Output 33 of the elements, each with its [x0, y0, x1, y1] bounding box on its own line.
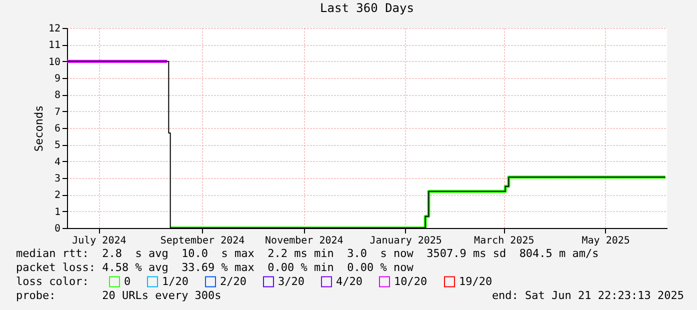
legend-title: loss color: — [16, 275, 89, 288]
y-tick-label: 10 — [48, 56, 60, 68]
x-tick-label: September 2024 — [160, 236, 245, 246]
x-tick-label: March 2025 — [474, 236, 534, 246]
y-axis-title: Seconds — [32, 105, 46, 152]
legend-label: 3/20 — [278, 274, 304, 288]
text: median rtt: 2.8 s avg 10.0 s max 2.2 ms min 3.0 s now 3507.9 ms sd 804.5 m am/s — [16, 247, 599, 260]
y-tick-label: 3 — [54, 174, 60, 184]
legend-label: 2/20 — [220, 274, 246, 288]
x-tick-label: May 2025 — [582, 236, 630, 246]
y-tick-label: 4 — [54, 156, 60, 168]
text: end: Sat Jun 21 22:23:13 2025 — [492, 289, 684, 302]
y-tick-label: 5 — [54, 140, 60, 152]
y-tick-label: 9 — [54, 74, 60, 84]
y-tick-label: 0 — [54, 224, 60, 234]
text: probe: 20 URLs every 300s — [16, 289, 222, 302]
x-tick-label: November 2024 — [265, 236, 344, 246]
y-tick-label: 7 — [54, 106, 60, 118]
text: packet loss: 4.58 % avg 33.69 % max 0.00 % min 0.00 % now — [16, 261, 414, 274]
legend-label: 4/20 — [336, 274, 362, 288]
x-tick-label: July 2024 — [72, 236, 126, 246]
legend-label: 0 — [124, 274, 131, 288]
y-tick-label: 6 — [54, 124, 60, 134]
legend-label: 19/20 — [459, 274, 492, 288]
y-tick-label: 12 — [48, 24, 60, 34]
y-tick-label: 8 — [54, 90, 60, 102]
legend-label: 1/20 — [162, 274, 188, 288]
chart-title: Last 360 Days — [320, 1, 414, 15]
y-tick-label: 2 — [54, 190, 60, 202]
legend-label: 10/20 — [394, 274, 428, 288]
x-tick-label: January 2025 — [370, 236, 442, 246]
y-tick-label: 11 — [48, 40, 60, 52]
y-tick-label: 1 — [54, 206, 60, 218]
